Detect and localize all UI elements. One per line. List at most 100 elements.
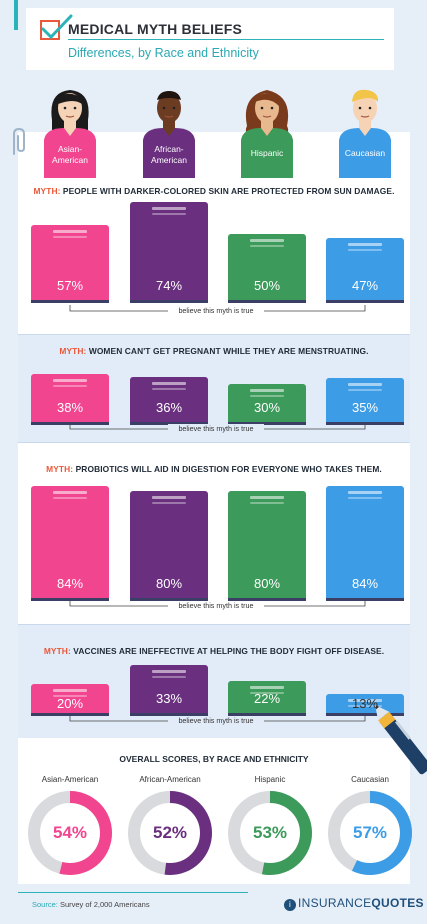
myth-keyword: MYTH: — [46, 464, 74, 474]
bar-highlight — [53, 689, 87, 692]
bar-highlight — [53, 230, 87, 233]
person-illustration-icon — [339, 89, 391, 178]
bar-african-american — [130, 377, 208, 425]
bar-baseline — [31, 598, 109, 601]
avatar-label-line: American — [151, 155, 187, 165]
bar-highlight — [348, 497, 382, 499]
bar-highlight — [53, 491, 87, 494]
bar-value-label: 50% — [253, 278, 281, 293]
bar-value-label: 38% — [56, 400, 84, 415]
donut-label-asian-american: Asian-American — [41, 775, 99, 784]
bar-highlight — [250, 245, 284, 247]
donut-chart-caucasian — [328, 791, 412, 875]
brand-bold: QUOTES — [371, 896, 424, 910]
bar-asian-american — [31, 684, 109, 716]
brand-light: INSURANCE — [298, 896, 372, 910]
bracket-label: believe this myth is true — [178, 601, 254, 610]
bar-value-label: 47% — [351, 278, 379, 293]
avatar-asian-american — [38, 86, 102, 178]
bar-highlight — [348, 705, 382, 707]
person-illustration-icon — [241, 90, 293, 178]
bar-baseline — [130, 422, 208, 425]
myth-title: MYTH: VACCINES ARE INEFFECTIVE AT HELPIN… — [18, 646, 410, 656]
myth-keyword: MYTH: — [43, 646, 71, 656]
bar-value-label: 13% — [351, 696, 379, 711]
myth-title: MYTH: PEOPLE WITH DARKER-COLORED SKIN AR… — [18, 186, 410, 196]
bar-baseline — [31, 300, 109, 303]
bar-baseline — [228, 422, 306, 425]
bar-baseline — [130, 598, 208, 601]
avatar-label-line: Caucasian — [344, 148, 386, 158]
bar-value-label: 20% — [56, 696, 84, 711]
donut-label-hispanic: Hispanic — [254, 775, 286, 784]
avatar-hispanic — [235, 86, 299, 178]
donut-value: 52% — [152, 823, 188, 842]
avatar-label-african-american: African- American — [137, 144, 201, 166]
bar-highlight — [152, 502, 186, 504]
bar-baseline — [228, 598, 306, 601]
bar-highlight — [348, 491, 382, 494]
bar-baseline — [228, 300, 306, 303]
bar-value-label: 84% — [56, 576, 84, 591]
bar-highlight — [152, 213, 186, 215]
bar-highlight — [348, 249, 382, 251]
source-note: Source: Survey of 2,000 Americans — [32, 900, 150, 909]
donut-chart-asian-american — [28, 791, 112, 875]
header-accent-tab — [14, 0, 18, 30]
avatar-african-american — [137, 86, 201, 178]
bar-baseline — [130, 300, 208, 303]
person-illustration-icon — [143, 91, 195, 178]
bar-baseline — [326, 598, 404, 601]
donut-label-caucasian: Caucasian — [351, 775, 389, 784]
donut-value: 57% — [352, 823, 388, 842]
bar-highlight — [348, 389, 382, 391]
bar-hispanic — [228, 681, 306, 716]
donut-value: 54% — [52, 823, 88, 842]
myth-text: WOMEN CAN'T GET PREGNANT WHILE THEY ARE … — [86, 346, 369, 356]
bar-value-label: 84% — [351, 576, 379, 591]
bar-african-american — [130, 665, 208, 716]
checkmark-icon — [41, 14, 73, 40]
avatar-caucasian — [333, 86, 397, 178]
bar-highlight — [152, 207, 186, 210]
donut-label-african-american: African-American — [139, 775, 201, 784]
bracket-label: believe this myth is true — [178, 424, 254, 433]
page-subtitle: Differences, by Race and Ethnicity — [68, 46, 259, 60]
avatar-label-line: Asian- — [57, 144, 83, 154]
title-divider — [68, 39, 384, 40]
bar-highlight — [250, 239, 284, 242]
page-title: MEDICAL MYTH BELIEFS — [68, 21, 243, 37]
bar-highlight — [53, 379, 87, 382]
person-illustration-icon — [44, 90, 96, 178]
bar-hispanic — [228, 234, 306, 303]
bar-african-american — [130, 491, 208, 601]
avatar-label-hispanic: Hispanic — [235, 148, 299, 159]
panel-divider — [18, 442, 410, 443]
bracket-label: believe this myth is true — [178, 716, 254, 725]
bar-value-label: 22% — [253, 691, 281, 706]
bar-african-american — [130, 202, 208, 303]
bar-highlight — [53, 385, 87, 387]
myth-text: PROBIOTICS WILL AID IN DIGESTION FOR EVE… — [73, 464, 382, 474]
paperclip-icon — [13, 127, 25, 155]
bar-highlight — [250, 389, 284, 392]
bar-caucasian — [326, 238, 404, 303]
source-text: Survey of 2,000 Americans — [57, 900, 150, 909]
myth-title: MYTH: WOMEN CAN'T GET PREGNANT WHILE THE… — [18, 346, 410, 356]
myth-text: VACCINES ARE INEFFECTIVE AT HELPING THE … — [70, 646, 385, 656]
donut-chart-hispanic — [228, 791, 312, 875]
bar-highlight — [250, 395, 284, 397]
bar-baseline — [31, 713, 109, 716]
bar-value-label: 35% — [351, 400, 379, 415]
donut-value: 53% — [252, 823, 288, 842]
bar-baseline — [228, 713, 306, 716]
bar-highlight — [250, 692, 284, 694]
brand-icon: i — [284, 899, 296, 911]
bracket-line — [69, 305, 366, 316]
bar-caucasian — [326, 694, 404, 716]
donut-chart-african-american — [128, 791, 212, 875]
bar-value-label: 33% — [155, 691, 183, 706]
bar-asian-american — [31, 225, 109, 303]
bar-value-label: 36% — [155, 400, 183, 415]
bar-highlight — [53, 236, 87, 238]
